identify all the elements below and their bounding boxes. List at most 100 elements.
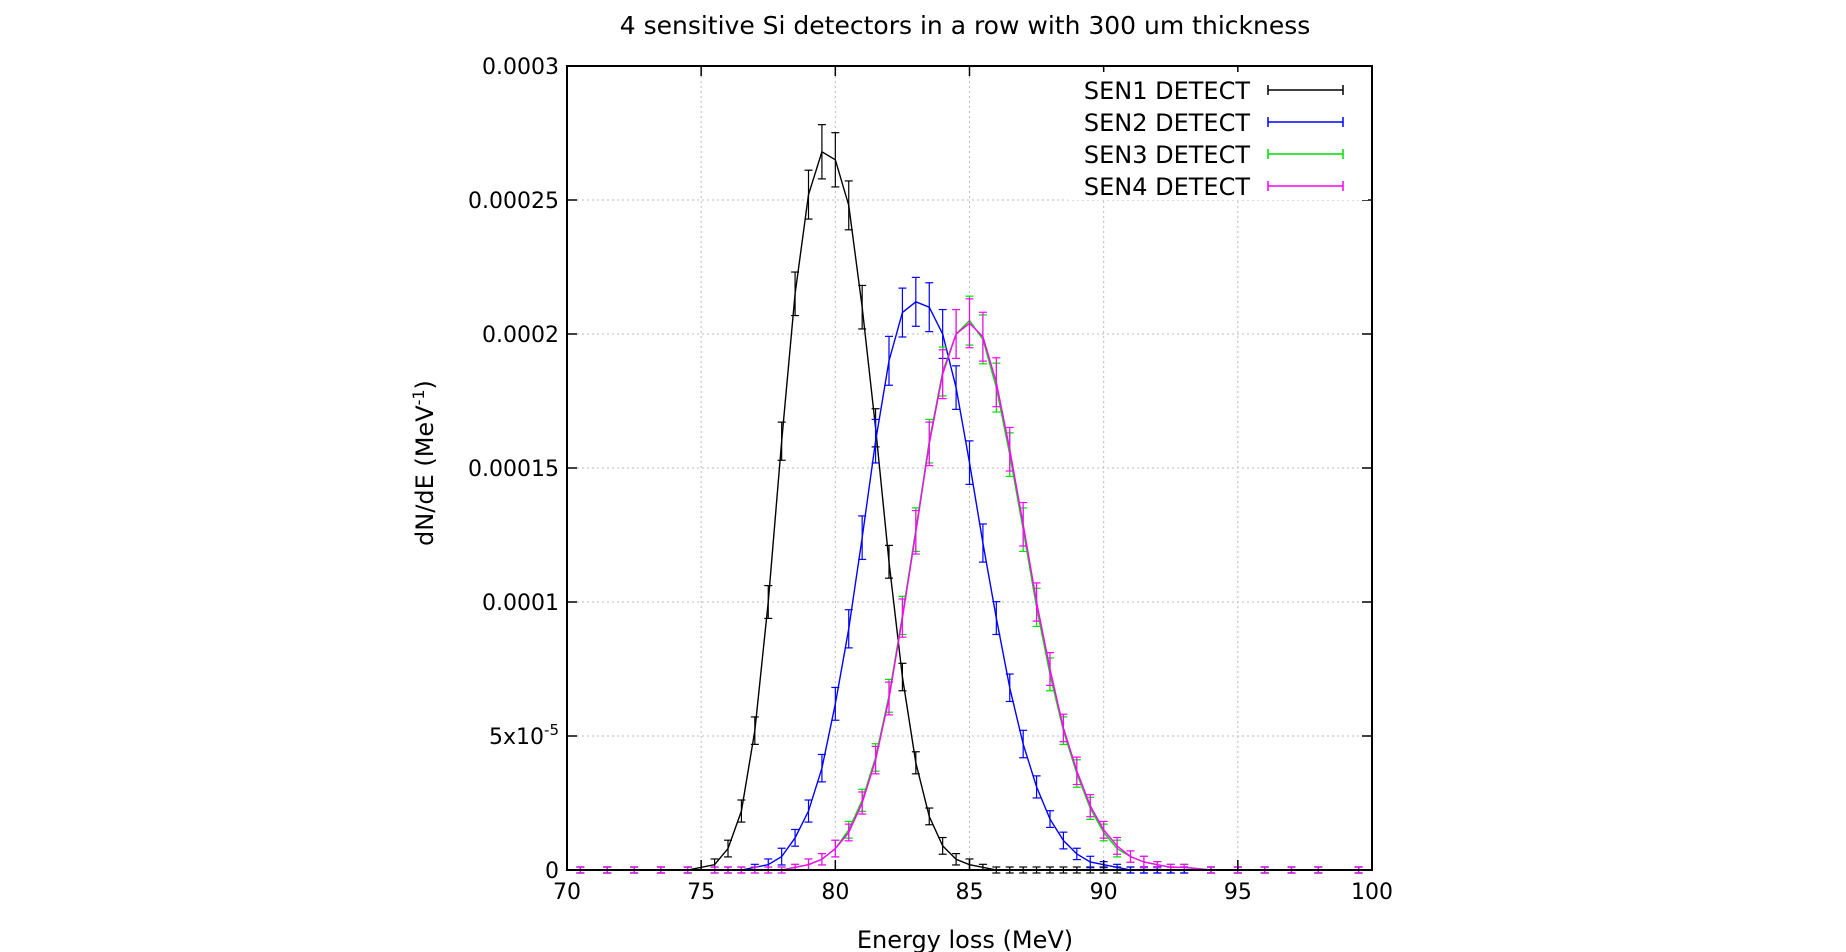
data-point (1086, 855, 1095, 869)
data-point (1005, 673, 1014, 703)
data-point (1153, 861, 1162, 869)
y-axis-label: dN/dE (MeV-1) (409, 380, 439, 546)
data-point (817, 124, 826, 180)
legend-entry: SEN4 DETECT (1084, 173, 1344, 201)
y-tick-label: 0.00015 (468, 457, 559, 482)
data-point (844, 823, 853, 842)
data-point (1019, 729, 1028, 759)
grid (567, 66, 1372, 870)
legend-entry: SEN1 DETECT (1084, 77, 1344, 105)
data-point (844, 180, 853, 231)
data-point (750, 716, 759, 745)
data-point (925, 282, 934, 333)
legend-background (1068, 72, 1368, 200)
data-point (1059, 713, 1068, 743)
data-point (965, 440, 974, 485)
data-point (844, 609, 853, 649)
data-point (858, 791, 867, 815)
data-point (885, 681, 893, 716)
x-tick-label: 70 (553, 880, 581, 905)
data-point (978, 523, 987, 563)
x-axis-label: Energy loss (MeV) (857, 926, 1073, 952)
x-tick-label: 80 (821, 880, 849, 905)
data-point (952, 852, 961, 866)
legend-entry: SEN3 DETECT (1084, 141, 1344, 169)
y-tick-label: 0.0001 (482, 591, 559, 616)
data-point (1005, 426, 1014, 472)
data-point (724, 839, 732, 858)
y-tick-label: 0.0002 (482, 323, 559, 348)
data-point (737, 799, 746, 823)
data-point (938, 836, 947, 855)
data-point (858, 284, 867, 330)
data-point (831, 839, 840, 858)
data-point (858, 515, 867, 561)
data-point (898, 287, 907, 338)
y-tick-label: 0.00025 (468, 189, 559, 214)
data-point (911, 751, 920, 775)
data-point (965, 298, 974, 349)
x-tick-label: 95 (1224, 880, 1252, 905)
legend-label: SEN1 DETECT (1084, 77, 1250, 105)
x-axis-ticks: 70 75 80 85 90 95 100 (553, 66, 1393, 905)
legend-label: SEN4 DETECT (1084, 173, 1250, 201)
legend-entry: SEN2 DETECT (1084, 109, 1344, 137)
data-point (1126, 850, 1135, 863)
legend: SEN1 DETECT SEN2 DETECT SEN3 DETECT SEN4 DE… (1068, 72, 1368, 201)
data-point (925, 807, 934, 826)
data-point (1099, 820, 1108, 839)
data-point (871, 418, 880, 464)
data-point (992, 357, 1001, 408)
data-point (1072, 756, 1081, 786)
data-point (1139, 855, 1148, 869)
data-point (952, 365, 961, 410)
data-point (885, 335, 893, 386)
data-point (791, 271, 800, 317)
data-point (777, 847, 786, 866)
y-axis-label-sup: -1 (409, 389, 428, 405)
data-point (925, 421, 934, 467)
data-point (978, 311, 987, 362)
data-point (1032, 775, 1041, 799)
x-tick-label: 100 (1351, 880, 1393, 905)
data-point (764, 584, 773, 620)
data-point (817, 852, 826, 866)
data-point (791, 828, 800, 847)
data-point (898, 662, 907, 692)
y-axis-label-main: dN/dE (MeV (411, 405, 439, 546)
data-point (1046, 651, 1054, 687)
data-point (1019, 501, 1028, 547)
data-point (871, 745, 880, 775)
data-point (1059, 831, 1068, 850)
legend-label: SEN3 DETECT (1084, 141, 1250, 169)
x-tick-label: 85 (956, 880, 984, 905)
y-tick-label: 5x10-5 (489, 721, 559, 750)
data-point (1072, 847, 1081, 861)
data-point (831, 132, 840, 188)
legend-label: SEN2 DETECT (1084, 109, 1250, 137)
data-point (1032, 582, 1041, 622)
x-tick-label: 90 (1090, 880, 1118, 905)
data-point (898, 598, 907, 638)
y-tick-label: 0.0003 (482, 55, 559, 80)
data-point (952, 308, 961, 360)
y-tick-label: 0 (545, 859, 559, 884)
data-point (831, 686, 840, 721)
data-point (911, 276, 920, 327)
data-point (938, 349, 947, 400)
data-point (1046, 810, 1054, 829)
chart-title: 4 sensitive Si detectors in a row with 3… (620, 11, 1311, 40)
y-axis-ticks: 0 5x10-5 0.0001 0.00015 0.0002 0.00025 0.0003 (468, 55, 1372, 884)
data-point (992, 601, 1001, 636)
data-point (804, 799, 813, 823)
data-point (885, 544, 893, 579)
data-point (817, 753, 826, 783)
data-point (804, 169, 813, 220)
data-point (1086, 794, 1095, 818)
y-axis-label-end: ) (411, 380, 439, 389)
data-point (911, 509, 920, 555)
x-tick-label: 75 (687, 880, 715, 905)
data-point (1113, 836, 1122, 855)
data-point (777, 421, 786, 461)
